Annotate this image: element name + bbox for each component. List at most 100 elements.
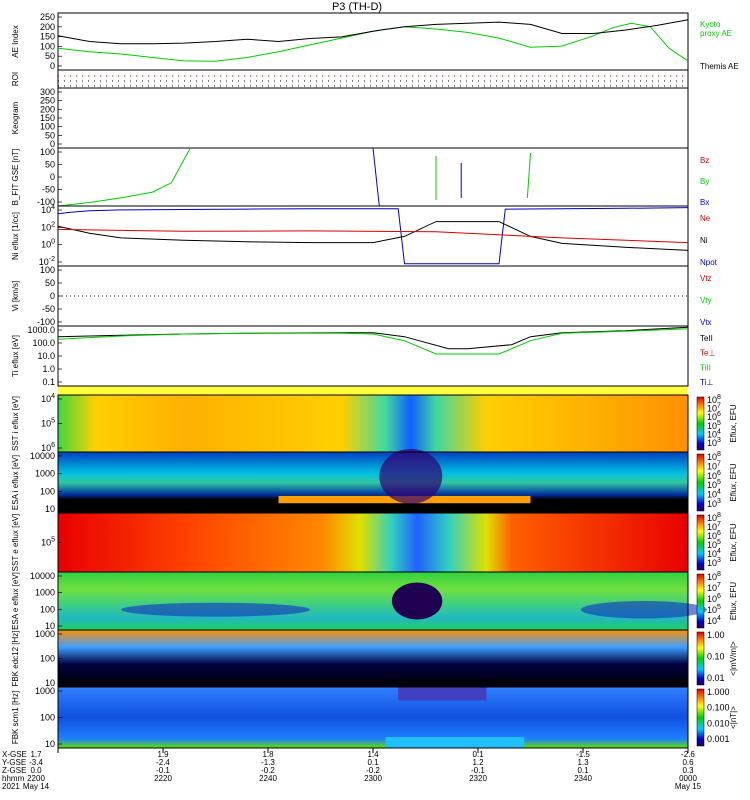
y-tick-label: 1000	[35, 686, 55, 696]
series-line	[57, 221, 689, 251]
y-tick-label: 0	[50, 172, 55, 182]
colorbar-tick: 105	[707, 420, 721, 431]
panel-frame	[57, 147, 689, 207]
y-tick-label: 250	[40, 96, 55, 106]
series-line	[57, 147, 191, 207]
y-tick-label: 50	[45, 130, 55, 140]
colorbar-tick: 104	[707, 548, 721, 559]
y-tick-label: 10000	[30, 571, 55, 581]
x-tick-label: -0.1	[156, 766, 170, 775]
y-tick-label: -50	[42, 185, 55, 195]
panel-7: Ti eflux [eV] 1000.0 100.0 10.0 1.0 0.1 TeII Te…	[11, 325, 715, 387]
colorbar-tick: 103	[707, 437, 721, 448]
y-tick-label: 1000	[35, 469, 55, 479]
y-tick-label: 100	[40, 41, 55, 51]
y-tick-label: 50	[45, 51, 55, 61]
y-tick-label: 100	[40, 604, 55, 614]
yellow-strip	[58, 386, 688, 395]
series-line	[57, 228, 689, 244]
x-tick-label: -1.3	[261, 758, 275, 767]
legend-entry: Vty	[700, 296, 712, 305]
y-axis-label: AE Index	[11, 25, 20, 57]
y-tick-label: 100	[41, 239, 55, 250]
x-tick-label: -3.4	[29, 758, 43, 767]
colorbar-tick: 107	[707, 582, 721, 593]
y-tick-label: 100	[40, 654, 55, 664]
x-tick-label: 0.3	[682, 766, 694, 775]
x-tick-label: 1.7	[30, 750, 42, 759]
legend-entry: Bz	[700, 156, 709, 165]
y-tick-label: 102	[41, 221, 55, 232]
y-axis-label: Vi [km/s]	[11, 281, 20, 312]
x-tick-label: 2200	[27, 774, 45, 783]
axis-row-label: Z-GSE	[2, 766, 26, 775]
colorbar	[696, 688, 705, 747]
y-tick-label: 1000	[35, 588, 55, 598]
y-tick-label: 106	[41, 442, 55, 453]
y-tick-label: 300	[40, 87, 55, 97]
y-tick-label: 50	[45, 160, 55, 170]
heatmap-blue-band	[580, 601, 707, 619]
series-line	[57, 207, 689, 265]
legend-entry: Npot	[700, 258, 718, 267]
series-line	[57, 326, 689, 350]
panel-5: Ni eflux [1/cc] 104 102 100 10-2 Ne Ni Npot	[11, 204, 718, 267]
heatmap-cavity	[391, 582, 443, 620]
x-tick-label: 1.9	[157, 750, 169, 759]
colorbar-tick: 0.100	[707, 703, 730, 713]
x-tick-label: -1.5	[576, 750, 590, 759]
colorbar-label: <|nT|>	[729, 706, 738, 729]
y-tick-label: 0	[50, 139, 55, 149]
colorbar-tick: 103	[707, 557, 721, 568]
colorbar-tick: 104	[707, 615, 721, 626]
x-tick-label: 0000	[679, 774, 697, 783]
y-tick-label: 10	[45, 504, 55, 514]
colorbar-tick: 107	[707, 460, 721, 471]
x-tick-label: -0.2	[366, 766, 380, 775]
colorbar-label: Eflux, EFU	[729, 404, 738, 442]
x-tick-label: 2340	[574, 774, 592, 783]
y-tick-label: 100.0	[32, 338, 55, 348]
y-tick-label: 10.0	[37, 351, 55, 361]
y-tick-label: 1.0	[42, 364, 55, 374]
y-tick-label: 100	[40, 713, 55, 723]
y-tick-label: 150	[40, 32, 55, 42]
colorbar-tick: 108	[707, 571, 721, 582]
y-tick-label: 0	[50, 291, 55, 301]
legend-entry: Ni	[700, 236, 708, 245]
y-tick-label: -100	[37, 197, 55, 207]
y-tick-label: 10	[45, 739, 55, 749]
heatmap-fill	[58, 687, 688, 748]
x-tick-label: 1.2	[472, 758, 484, 767]
panel-frame	[57, 69, 689, 89]
y-tick-label: 100	[40, 147, 55, 157]
y-tick-label: 100	[40, 122, 55, 132]
panel-frame	[57, 265, 689, 327]
x-tick-label: 0.0	[30, 766, 42, 775]
y-tick-label: 10	[45, 621, 55, 631]
x-tick-label: May 14	[23, 782, 50, 791]
colorbar-tick: 0.01	[707, 673, 725, 683]
time-axis: X-GSEY-GSEZ-GSEhhmm20211.7-3.40.02200May…	[2, 748, 702, 791]
x-tick-label: -2.6	[681, 750, 695, 759]
y-tick-label: 1000.0	[27, 325, 55, 335]
colorbar-tick: 104	[707, 489, 721, 500]
y-tick-label: 50	[45, 278, 55, 288]
y-axis-label: SST i eflux [eV]	[11, 396, 20, 451]
panel-12: 1.00 0.10 0.01 <|mV/m|> FBK edc12 [Hz] 1000 10…	[11, 629, 738, 688]
panel-4: B_FIT GSE [nT] 100 50 0 -50 -100 Bz By Bx	[11, 147, 709, 207]
heatmap-fill	[58, 395, 688, 452]
heatmap-patch	[398, 687, 487, 701]
y-axis-label: FBK edc12 [Hz]	[11, 630, 20, 686]
legend-entry: By	[700, 177, 709, 186]
axis-row-label: hhmm	[2, 774, 25, 783]
y-tick-label: 1000	[35, 629, 55, 639]
legend-entry: TeII	[700, 334, 713, 343]
heatmap-fill	[58, 452, 688, 513]
y-tick-label: 200	[40, 22, 55, 32]
y-axis-label: ESA e eflux [eV]	[11, 572, 20, 630]
colorbar-label: Eflux, EFU	[729, 582, 738, 620]
